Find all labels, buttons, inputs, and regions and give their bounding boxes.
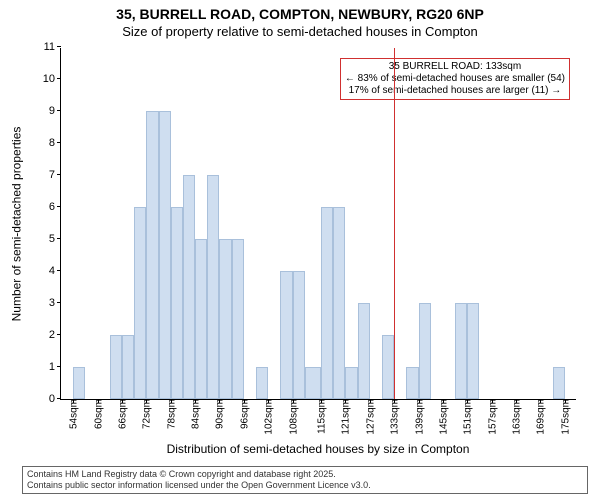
histogram-bar: [293, 271, 305, 399]
x-tick-label: 54sqm: [67, 399, 80, 429]
x-tick-label: 145sqm: [436, 399, 449, 435]
y-tick-label: 8: [49, 137, 61, 149]
y-tick-label: 5: [49, 233, 61, 245]
x-tick-label: 108sqm: [286, 399, 299, 435]
y-tick-label: 9: [49, 105, 61, 117]
histogram-bar: [232, 239, 244, 399]
histogram-bar: [280, 271, 292, 399]
x-tick-label: 84sqm: [189, 399, 202, 429]
x-tick-label: 157sqm: [485, 399, 498, 435]
y-tick-label: 11: [44, 41, 61, 53]
histogram-bar: [159, 111, 171, 399]
histogram-bar: [256, 367, 268, 399]
annotation-line2: ← 83% of semi-detached houses are smalle…: [345, 73, 565, 85]
x-tick-label: 102sqm: [262, 399, 275, 435]
histogram-bar: [122, 335, 134, 399]
y-tick-mark: [57, 142, 61, 143]
x-tick-label: 121sqm: [339, 399, 352, 435]
x-tick-label: 139sqm: [412, 399, 425, 435]
y-tick-mark: [57, 366, 61, 367]
histogram-bar: [406, 367, 418, 399]
y-tick-mark: [57, 270, 61, 271]
histogram-bar: [553, 367, 565, 399]
histogram-bar: [345, 367, 357, 399]
x-tick-label: 151sqm: [461, 399, 474, 435]
y-tick-mark: [57, 174, 61, 175]
y-tick-label: 7: [49, 169, 61, 181]
x-tick-label: 66sqm: [115, 399, 128, 429]
histogram-bar: [382, 335, 394, 399]
x-tick-label: 78sqm: [164, 399, 177, 429]
chart-title-line1: 35, BURRELL ROAD, COMPTON, NEWBURY, RG20…: [0, 6, 600, 22]
y-tick-label: 2: [49, 329, 61, 341]
histogram-bar: [207, 175, 219, 399]
histogram-bar: [467, 303, 479, 399]
y-tick-label: 3: [49, 297, 61, 309]
x-tick-label: 115sqm: [315, 399, 328, 434]
y-axis-label: Number of semi-detached properties: [8, 48, 24, 400]
histogram-bar: [73, 367, 85, 399]
y-tick-label: 0: [49, 393, 61, 405]
x-tick-label: 133sqm: [388, 399, 401, 435]
annotation-line1: 35 BURRELL ROAD: 133sqm: [345, 61, 565, 73]
x-tick-label: 169sqm: [534, 399, 547, 435]
histogram-bar: [134, 207, 146, 399]
histogram-bar: [183, 175, 195, 399]
subject-line: [394, 48, 395, 399]
histogram-bar: [219, 239, 231, 399]
plot-area: 35 BURRELL ROAD: 133sqm ← 83% of semi-de…: [60, 48, 576, 400]
histogram-bar: [171, 207, 183, 399]
y-tick-mark: [57, 238, 61, 239]
y-tick-mark: [57, 78, 61, 79]
y-tick-label: 4: [49, 265, 61, 277]
y-tick-mark: [57, 302, 61, 303]
histogram-bar: [321, 207, 333, 399]
y-axis-label-text: Number of semi-detached properties: [9, 127, 23, 322]
x-tick-label: 127sqm: [363, 399, 376, 435]
x-tick-label: 175sqm: [558, 399, 571, 435]
x-tick-label: 90sqm: [213, 399, 226, 429]
chart-container: 35, BURRELL ROAD, COMPTON, NEWBURY, RG20…: [0, 0, 600, 500]
x-axis-label: Distribution of semi-detached houses by …: [60, 442, 576, 456]
y-tick-label: 10: [43, 73, 61, 85]
x-tick-label: 163sqm: [510, 399, 523, 435]
y-tick-label: 6: [49, 201, 61, 213]
x-tick-label: 96sqm: [237, 399, 250, 429]
x-tick-label: 60sqm: [91, 399, 104, 429]
histogram-bar: [195, 239, 207, 399]
y-tick-label: 1: [49, 361, 61, 373]
y-tick-mark: [57, 46, 61, 47]
x-tick-label: 72sqm: [140, 399, 153, 429]
histogram-bar: [305, 367, 321, 399]
y-tick-mark: [57, 398, 61, 399]
license-line2: Contains public sector information licen…: [27, 480, 583, 491]
histogram-bar: [146, 111, 158, 399]
chart-title-line2: Size of property relative to semi-detach…: [0, 24, 600, 39]
histogram-bar: [110, 335, 122, 399]
y-tick-mark: [57, 334, 61, 335]
license-box: Contains HM Land Registry data © Crown c…: [22, 466, 588, 494]
annotation-box: 35 BURRELL ROAD: 133sqm ← 83% of semi-de…: [340, 58, 570, 100]
annotation-line3: 17% of semi-detached houses are larger (…: [345, 85, 565, 97]
y-tick-mark: [57, 206, 61, 207]
license-line1: Contains HM Land Registry data © Crown c…: [27, 469, 583, 480]
histogram-bar: [358, 303, 370, 399]
histogram-bar: [333, 207, 345, 399]
y-tick-mark: [57, 110, 61, 111]
histogram-bar: [455, 303, 467, 399]
histogram-bar: [419, 303, 431, 399]
